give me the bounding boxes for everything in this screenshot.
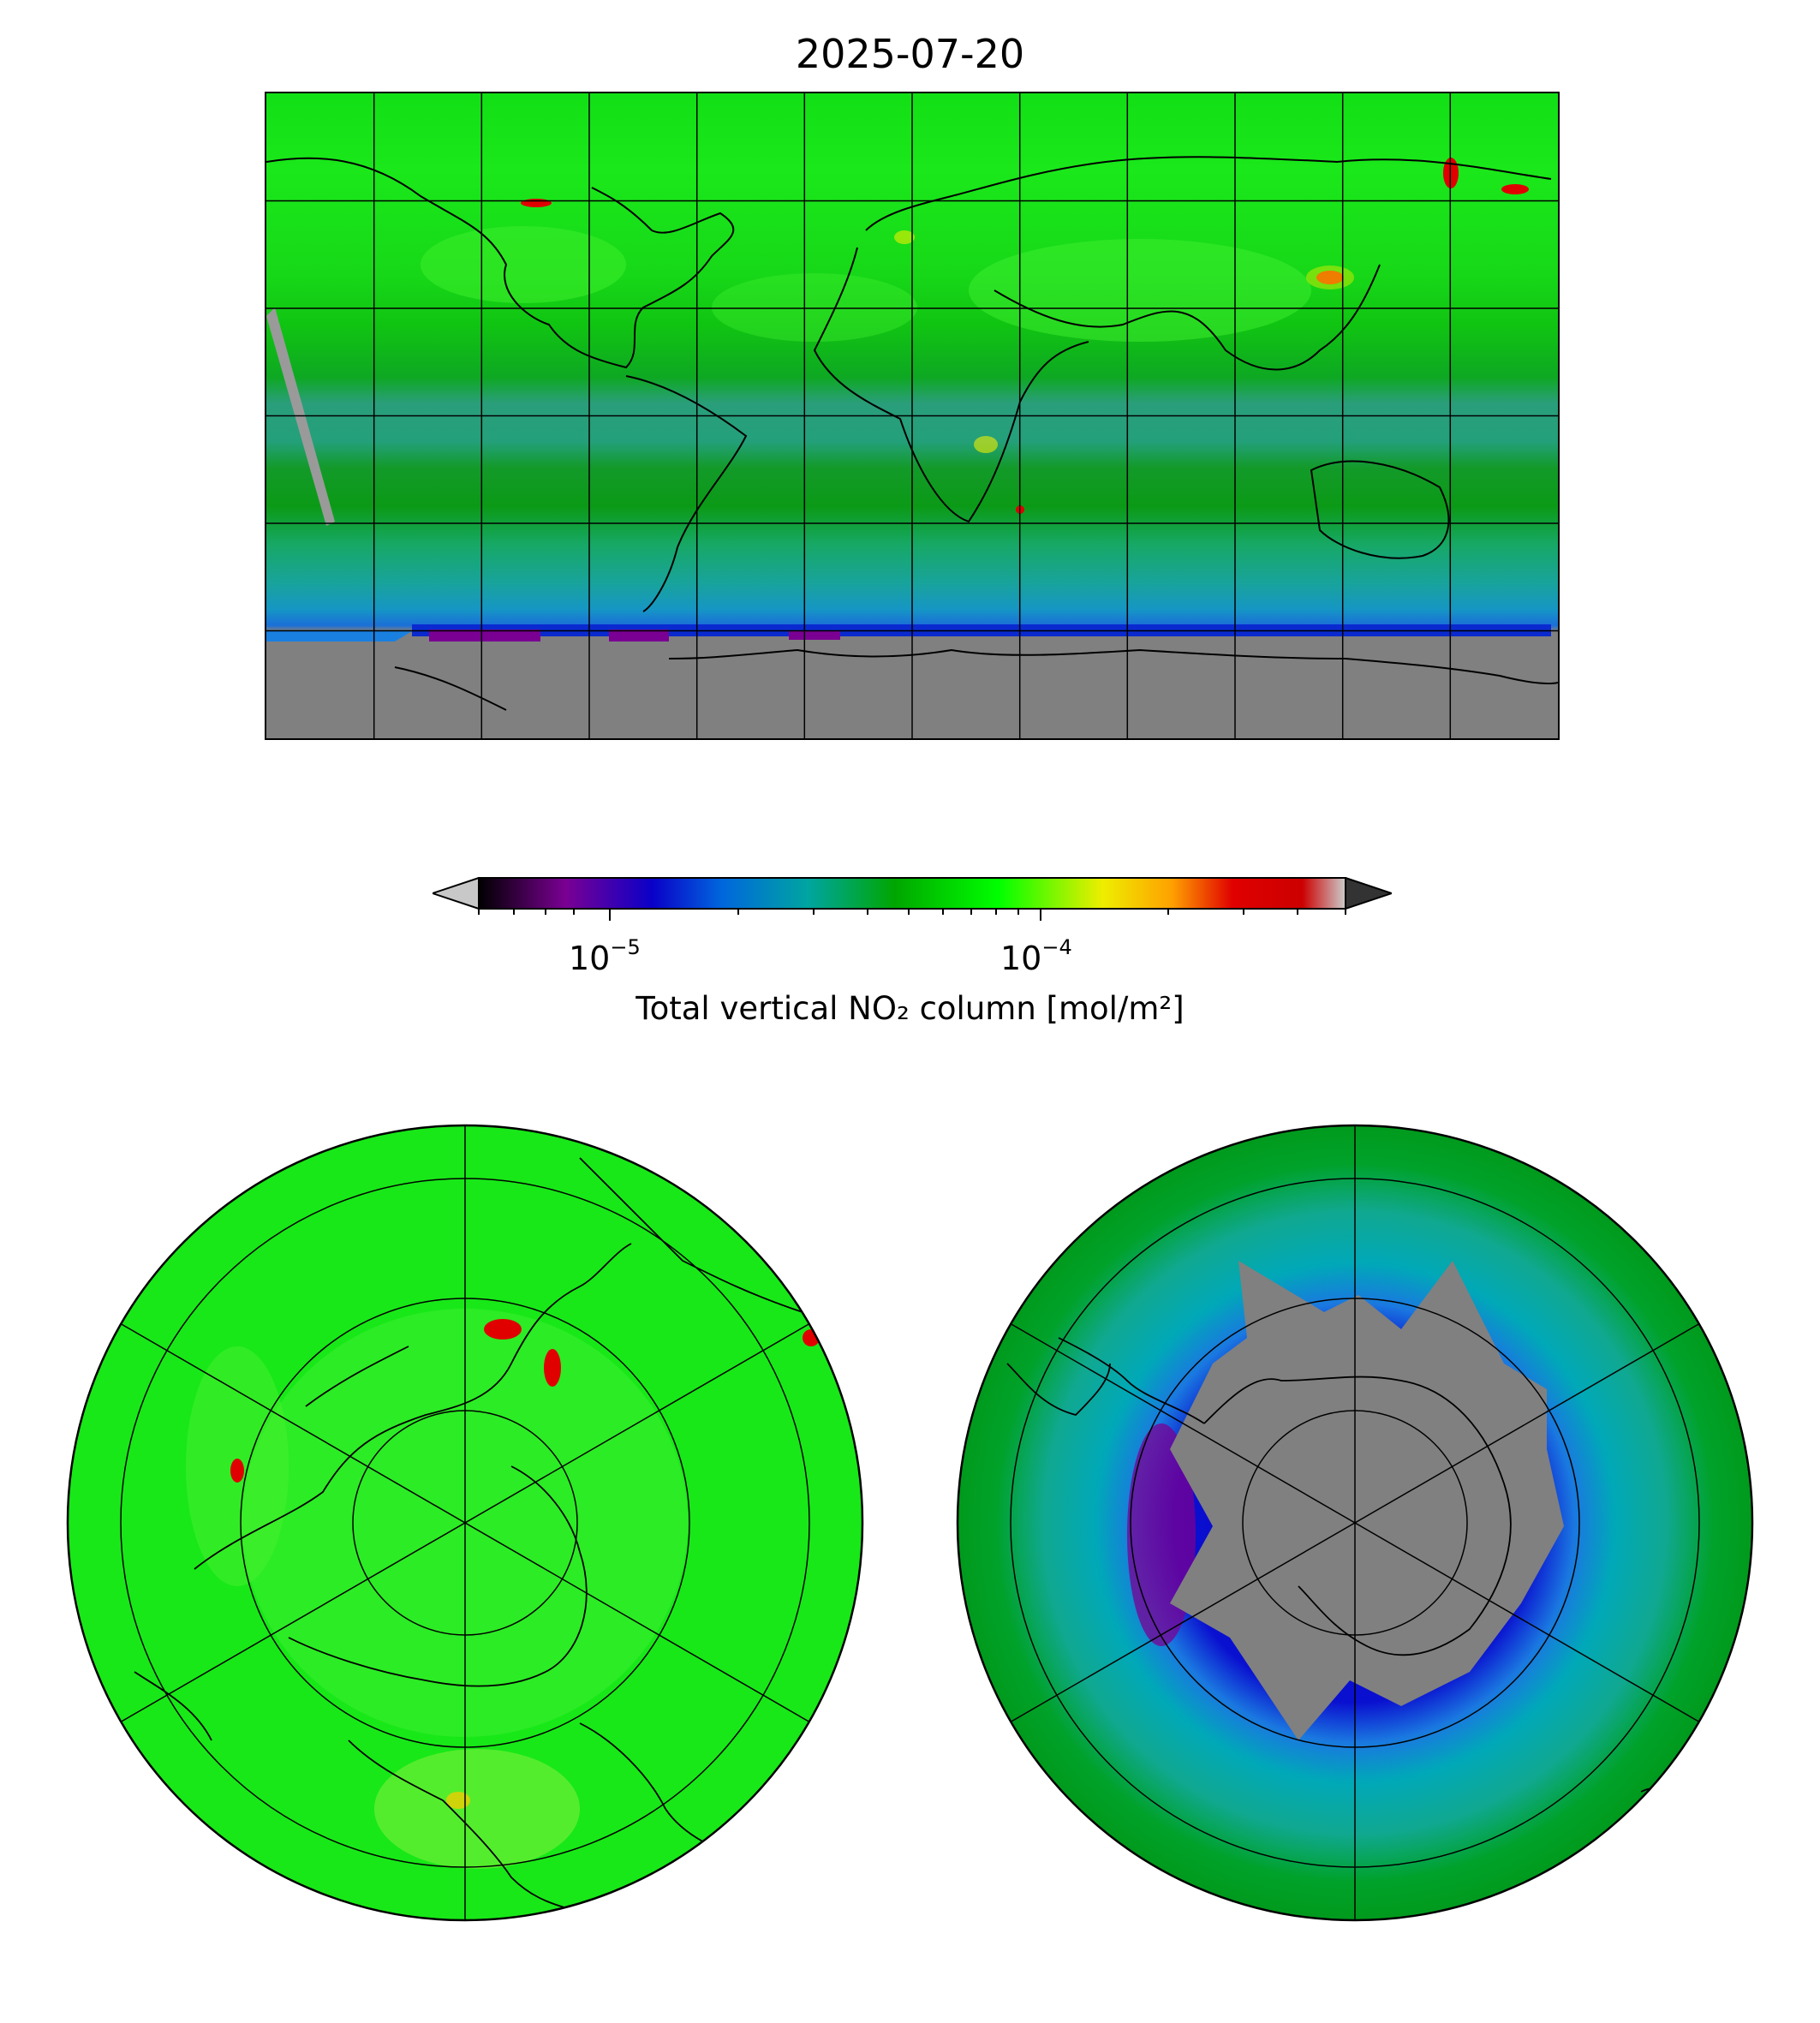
colorbar-ticks — [478, 909, 1346, 921]
colorbar-over-arrow — [1345, 877, 1392, 910]
very-low-no2-patch — [609, 630, 669, 642]
missing-swath — [266, 307, 335, 526]
gridlines — [1009, 1125, 1701, 1920]
no2-hotspot — [521, 199, 552, 207]
missing-data-region — [1170, 1261, 1564, 1740]
colorbar-gradient — [478, 877, 1346, 910]
figure-title: 2025-07-20 — [795, 31, 1025, 77]
gridlines — [119, 1125, 811, 1920]
global-no2-map — [265, 92, 1560, 740]
no2-hotspot — [1316, 271, 1344, 284]
colorbar-label: Total vertical NO₂ column [mol/m²] — [636, 990, 1184, 1027]
colorbar-tick-label: 10−4 — [1000, 935, 1072, 977]
colorbar-under-arrow — [433, 877, 480, 910]
no2-hotspot — [544, 1349, 561, 1387]
no2-hotspot — [1501, 184, 1529, 194]
coastlines — [266, 156, 1558, 711]
south-polar-map — [956, 1124, 1754, 1922]
gridlines — [266, 93, 1558, 738]
very-low-no2-patch — [789, 631, 840, 640]
colorbar-tick-label: 10−5 — [569, 935, 641, 977]
north-polar-map — [66, 1124, 864, 1922]
no2-hotspot — [484, 1319, 522, 1340]
blue-band — [266, 631, 412, 642]
global-map-overlay — [266, 93, 1558, 738]
no2-hotspot — [230, 1459, 244, 1483]
colorbar — [433, 877, 1392, 910]
very-low-no2-patch — [429, 630, 540, 642]
